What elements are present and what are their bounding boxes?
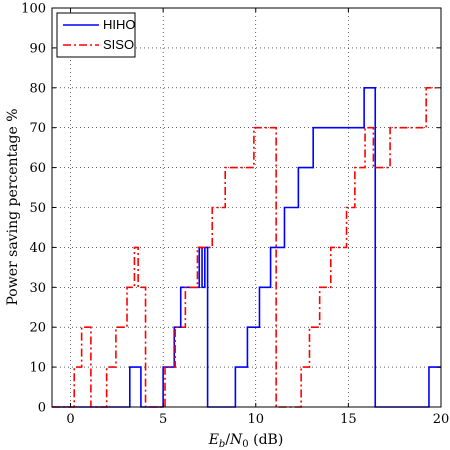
y-tick-label: 50 — [29, 201, 46, 216]
y-tick-label: 20 — [29, 321, 46, 336]
y-tick-label: 0 — [38, 401, 46, 416]
series-line-hiho — [52, 87, 441, 408]
y-tick-label: 10 — [29, 361, 46, 376]
plot-area — [52, 8, 441, 407]
y-tick-label: 70 — [29, 121, 46, 136]
x-tick-label: 0 — [66, 412, 74, 427]
x-tick-label: 15 — [340, 412, 357, 427]
legend-box — [56, 12, 136, 58]
y-tick-label: 40 — [29, 241, 46, 256]
legend-label-hiho: HIHO — [103, 17, 136, 32]
series-line-siso — [52, 87, 440, 408]
ticks: 0 5 10 15 20 0 10 20 30 40 50 60 70 80 90 100 — [21, 2, 449, 428]
y-tick-label: 60 — [29, 161, 46, 176]
y-tick-label: 90 — [29, 41, 46, 56]
y-axis-label: Power saving percentage % — [5, 108, 21, 305]
x-axis-label: Eb/N0 (dB) — [208, 432, 284, 450]
legend-label-siso: SISO — [103, 37, 134, 52]
x-tick-label: 10 — [247, 412, 264, 427]
x-tick-label: 20 — [433, 412, 450, 427]
x-tick-label: 5 — [159, 412, 167, 427]
y-tick-label: 30 — [29, 281, 46, 296]
y-tick-label: 80 — [29, 81, 46, 96]
legend: HIHO SISO — [56, 12, 136, 58]
y-tick-label: 100 — [21, 2, 46, 17]
series-layer — [52, 87, 441, 408]
